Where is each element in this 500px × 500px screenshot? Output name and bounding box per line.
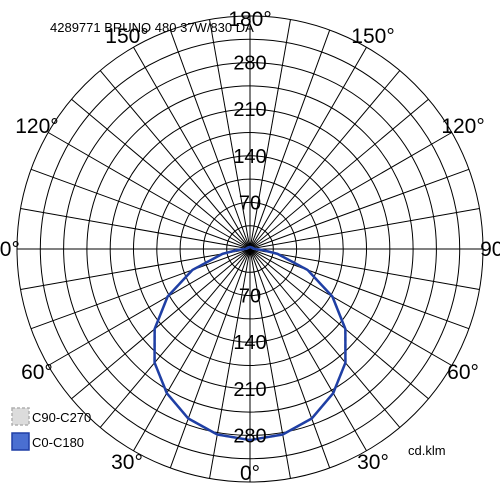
radial-tick-label: 140 — [233, 332, 266, 354]
grid-ray — [169, 29, 251, 250]
angle-label: 60° — [21, 361, 53, 384]
angle-label: 90° — [0, 238, 20, 261]
grid-ray — [99, 70, 251, 250]
angle-label: 30° — [111, 451, 143, 474]
grid-ray — [209, 248, 251, 479]
angle-label: 180° — [228, 8, 271, 31]
grid-ray — [249, 70, 401, 250]
grid-ray — [249, 248, 470, 330]
grid-ray — [249, 98, 429, 250]
radial-tick-label: 70 — [239, 192, 261, 214]
grid-ray — [249, 248, 291, 479]
grid-ray — [169, 248, 251, 469]
radial-tick-label: 210 — [233, 379, 266, 401]
grid-ray — [47, 132, 251, 250]
grid-ray — [249, 19, 291, 250]
grid-ray — [133, 248, 251, 452]
grid-ray — [47, 248, 251, 366]
grid-ray — [20, 248, 251, 290]
grid-ray — [249, 248, 367, 452]
grid-ray — [30, 168, 251, 250]
angle-label: 120° — [441, 115, 484, 138]
grid-ray — [249, 208, 480, 250]
angle-label: 60° — [447, 361, 479, 384]
angle-label: 150° — [105, 25, 148, 48]
grid-ray — [249, 248, 331, 469]
polar-grid — [16, 15, 484, 483]
angle-label: 90° — [480, 238, 500, 261]
radial-tick-label: 280 — [233, 425, 266, 447]
angle-labels: 180° 150° 150° 120° 120° 90° 90° 60° 60° 30° 30° 0° — [0, 8, 500, 485]
legend-label-c90-c270: C90-C270 — [32, 410, 91, 425]
series-c0-c180 — [153, 245, 347, 442]
grid-ray — [30, 248, 251, 330]
angle-label: 150° — [351, 25, 394, 48]
chart-title: 4289771 BRUNO 480 37W/830 DA — [50, 20, 254, 35]
grid-ray — [99, 248, 251, 428]
legend-swatch-c0-c180 — [11, 432, 30, 451]
grid-ray — [249, 248, 453, 366]
grid-ray — [249, 248, 401, 428]
grid-ray — [249, 29, 331, 250]
radial-tick-label: 70 — [239, 286, 261, 308]
radial-tick-label: 210 — [233, 99, 266, 121]
legend: C90-C270 C0-C180 — [11, 407, 91, 451]
grid-ray — [71, 248, 251, 400]
radial-tick-label: 280 — [233, 53, 266, 75]
unit-label: cd.klm — [408, 443, 446, 458]
legend-swatch-c90-c270 — [11, 407, 30, 426]
grid-ray — [71, 98, 251, 250]
angle-label: 30° — [357, 451, 389, 474]
grid-ray — [209, 19, 251, 250]
angle-label: 120° — [15, 115, 58, 138]
radial-tick-label: 140 — [233, 146, 266, 168]
grid-ray — [249, 248, 429, 400]
grid-ray — [249, 46, 367, 250]
grid-ray — [249, 168, 470, 250]
legend-label-c0-c180: C0-C180 — [32, 435, 84, 450]
radial-tick-labels: 70 70 140 140 210 210 280 280 — [233, 53, 266, 448]
grid-ray — [20, 208, 251, 250]
angle-label: 0° — [240, 462, 260, 485]
grid-ray — [249, 248, 480, 290]
grid-ray — [249, 132, 453, 250]
series-layer — [153, 245, 347, 442]
grid-ray — [133, 46, 251, 250]
